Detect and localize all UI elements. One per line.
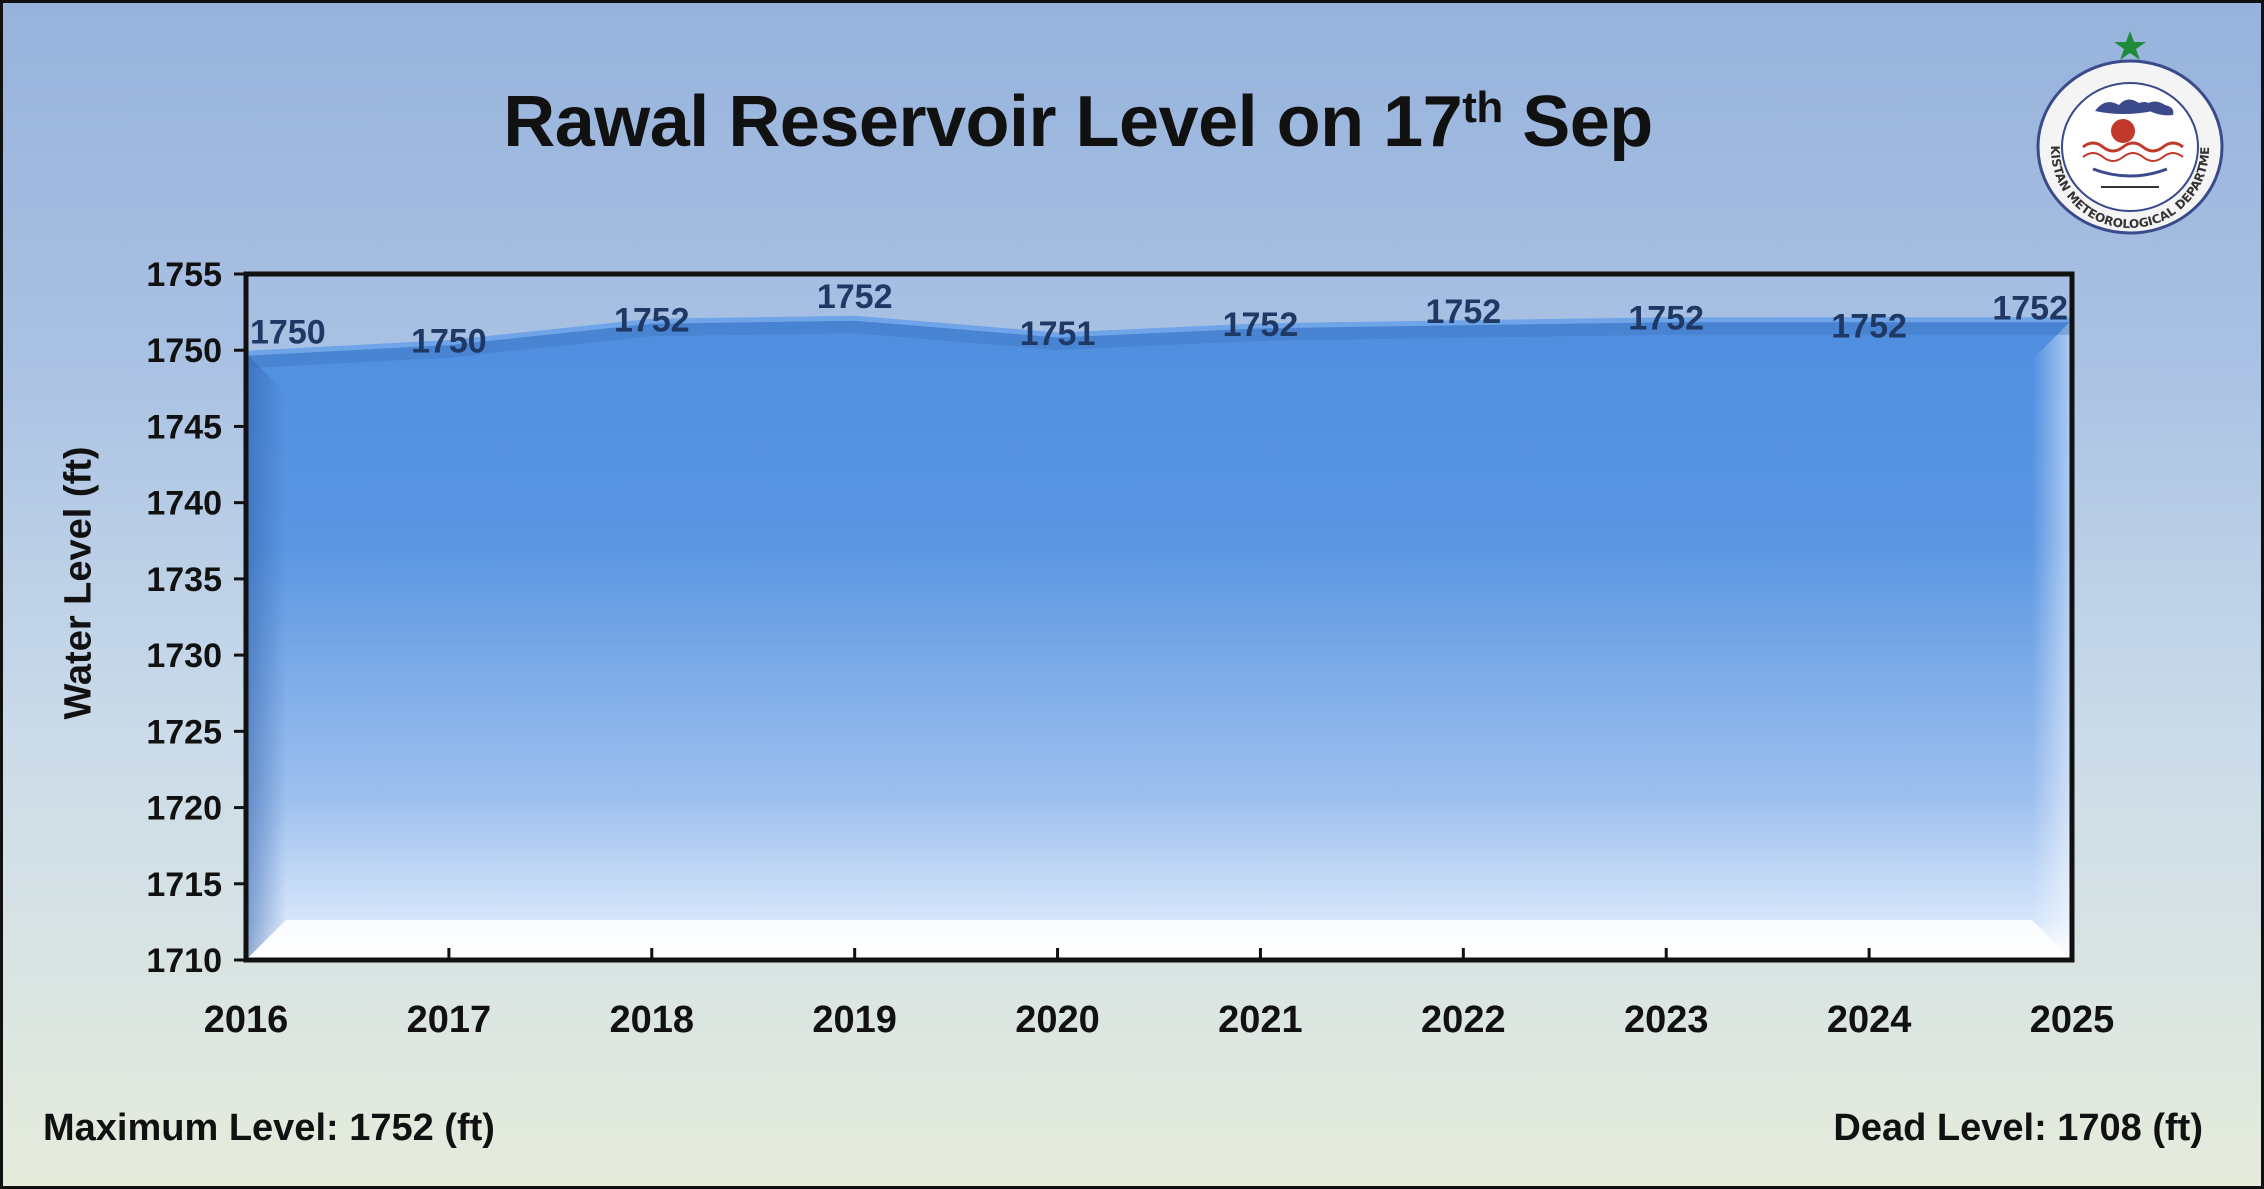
- y-tick-label: 1715: [146, 866, 222, 904]
- chart-plot: 1710 1715 1720 1725 1730 1735 1740 1745 1750 1755…: [146, 256, 2115, 1041]
- star-icon: [2114, 31, 2146, 60]
- x-tick-label: 2018: [610, 999, 695, 1041]
- y-tick-label: 1755: [146, 256, 222, 294]
- left-bevel: [246, 353, 286, 960]
- y-tick-label: 1735: [146, 561, 222, 599]
- series-line: [245, 315, 2072, 356]
- y-tick-label: 1710: [146, 942, 222, 980]
- x-tick-label: 2021: [1218, 999, 1303, 1041]
- data-label: 1751: [1020, 315, 1096, 353]
- x-tick-label: 2024: [1827, 999, 1912, 1041]
- x-tick-label: 2020: [1015, 999, 1100, 1041]
- data-label: 1752: [1223, 306, 1299, 344]
- x-tick-label: 2022: [1421, 999, 1506, 1041]
- data-label: 1752: [1426, 293, 1502, 331]
- data-label: 1752: [817, 278, 893, 316]
- data-label: 1752: [1992, 290, 2068, 328]
- data-label: 1750: [250, 313, 326, 351]
- y-tick-label: 1740: [146, 485, 222, 523]
- data-label: 1752: [1628, 300, 1704, 338]
- y-tick-label: 1750: [146, 332, 222, 370]
- chart-title: Rawal Reservoir Level on 17th Sep: [503, 82, 1653, 162]
- y-tick-label: 1725: [146, 713, 222, 751]
- x-tick-label: 2017: [407, 999, 492, 1041]
- x-tick-label: 2016: [204, 999, 289, 1041]
- maximum-level-text: Maximum Level: 1752 (ft): [43, 1107, 495, 1149]
- data-label: 1752: [1831, 308, 1907, 346]
- y-tick-label: 1730: [146, 637, 222, 675]
- area-fill: [246, 318, 2072, 961]
- dead-level-text: Dead Level: 1708 (ft): [1833, 1107, 2203, 1149]
- plot-border: [243, 271, 2075, 963]
- y-tick-label: 1745: [146, 408, 222, 446]
- data-label: 1750: [411, 323, 487, 361]
- right-bevel: [2032, 319, 2072, 960]
- x-tick-label: 2023: [1624, 999, 1709, 1041]
- bottom-bevel: [246, 920, 2072, 960]
- pmd-emblem-icon: PAKISTAN METEOROLOGICAL DEPARTMENT: [2023, 29, 2224, 235]
- series-line-shadow: [245, 319, 2072, 369]
- y-tick-label: 1720: [146, 790, 222, 828]
- x-tick-label: 2019: [812, 999, 897, 1041]
- x-tick-label: 2025: [2030, 999, 2115, 1041]
- data-label: 1752: [614, 301, 690, 339]
